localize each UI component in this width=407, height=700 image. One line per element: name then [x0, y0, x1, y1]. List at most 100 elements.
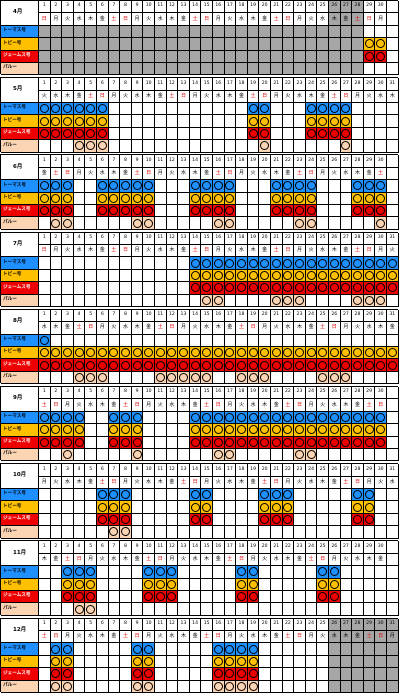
weekday-label: 日: [180, 92, 186, 99]
operation-mark-icon: [352, 425, 362, 435]
weekday-cell: 水: [201, 322, 213, 335]
weekday-cell: 火: [213, 476, 225, 489]
day-number: 21: [273, 543, 280, 549]
james-day-cell: [363, 590, 376, 604]
operation-mark-icon: [260, 425, 270, 435]
day-number-cell: 7: [108, 541, 121, 554]
day-number: 24: [308, 543, 315, 549]
toby-day-cell: [305, 578, 318, 591]
operation-mark-icon: [144, 567, 154, 577]
thomas-label: トーマス号: [3, 491, 26, 497]
balloon-day-cell: [387, 680, 399, 693]
james-day-cell: [178, 359, 190, 372]
operation-mark-icon: [202, 360, 212, 370]
day-number: 5: [89, 620, 93, 626]
operation-mark-icon: [202, 490, 212, 500]
james-day-cell: [62, 282, 74, 295]
operation-mark-icon: [155, 360, 165, 370]
day-number: 7: [112, 543, 116, 549]
weekday-label: 火: [122, 92, 128, 99]
operation-mark-icon: [213, 656, 223, 666]
day-number: 13: [180, 466, 187, 472]
james-day-cell: [387, 436, 399, 449]
weekday-label: 木: [331, 247, 337, 254]
toby-day-cell: [131, 578, 144, 591]
toby-day-cell: [340, 655, 353, 669]
operation-mark-icon: [318, 283, 328, 293]
day-number-cell: 9: [131, 78, 144, 91]
thomas-day-cell: [62, 411, 74, 425]
weekday-cell: 木: [178, 399, 190, 412]
month-label: 12月: [13, 626, 27, 633]
balloon-day-cell: [131, 680, 144, 693]
day-number-cell: 7: [108, 618, 121, 631]
operation-mark-icon: [341, 141, 351, 151]
toby-day-cell: [305, 192, 318, 205]
row-label-cell: ジェームス号: [1, 50, 39, 63]
day-number: 28: [354, 543, 361, 549]
thomas-label: トーマス号: [3, 259, 26, 265]
weekday-cell: 木: [97, 399, 109, 412]
operation-mark-icon: [190, 502, 200, 512]
day-number-cell: 3: [62, 1, 74, 14]
toby-day-cell: [97, 578, 109, 591]
day-number: 6: [100, 157, 104, 163]
thomas-day-cell: [363, 25, 376, 39]
toby-day-cell: [155, 655, 167, 669]
toby-day-cell: [224, 192, 237, 205]
day-number-cell: 21: [271, 464, 283, 477]
weekday-cell: 木: [282, 553, 295, 567]
weekday-cell: 月: [131, 13, 144, 26]
thomas-day-cell: [271, 488, 283, 502]
month-label: 9月: [13, 395, 23, 402]
thomas-day-cell: [282, 102, 295, 116]
toby-day-cell: [224, 424, 237, 437]
james-day-cell: [236, 204, 248, 218]
james-label: ジェームス号: [3, 593, 31, 599]
day-number: 7: [112, 157, 116, 163]
day-number: 12: [168, 466, 175, 472]
operation-mark-icon: [352, 193, 362, 203]
balloon-day-cell: [375, 449, 387, 462]
weekday-cell: 土: [62, 553, 74, 567]
balloon-day-cell: [62, 603, 74, 616]
toby-day-cell: [201, 346, 213, 360]
james-day-cell: [178, 127, 190, 141]
thomas-day-cell: [97, 25, 109, 39]
balloon-day-cell: [363, 63, 376, 76]
operation-mark-icon: [97, 181, 107, 191]
balloon-day-cell: [108, 63, 121, 76]
operation-mark-icon: [376, 437, 386, 447]
operation-mark-icon: [167, 567, 177, 577]
james-day-cell: [85, 204, 97, 218]
day-number: 1: [42, 80, 46, 86]
day-number: 26: [331, 312, 338, 318]
thomas-day-cell: [62, 566, 74, 579]
operation-mark-icon: [341, 283, 351, 293]
james-day-cell: [73, 436, 86, 449]
balloon-label: パルー: [3, 296, 17, 302]
james-day-cell: [352, 359, 364, 372]
operation-mark-icon: [236, 425, 246, 435]
operation-mark-icon: [376, 360, 386, 370]
day-number: 5: [89, 3, 93, 9]
weekday-label: 金: [331, 478, 337, 485]
thomas-day-cell: [155, 566, 167, 579]
balloon-day-cell: [352, 294, 364, 307]
thomas-day-cell: [108, 25, 121, 39]
weekday-label: 水: [134, 92, 140, 99]
thomas-day-cell: [294, 257, 306, 270]
james-day-cell: [329, 127, 341, 141]
weekday-cell: 土: [39, 630, 51, 644]
james-day-cell: [305, 590, 318, 604]
operation-mark-icon: [329, 270, 339, 280]
day-number-cell: 19: [247, 155, 260, 168]
thomas-day-cell: [340, 566, 353, 579]
weekday-label: 土: [285, 401, 291, 408]
balloon-day-cell: [236, 63, 248, 76]
day-number-cell: 15: [201, 618, 213, 631]
operation-mark-icon: [376, 258, 386, 268]
james-day-cell: [120, 590, 132, 604]
thomas-day-cell: [120, 257, 132, 270]
day-number-cell: 8: [120, 155, 132, 168]
